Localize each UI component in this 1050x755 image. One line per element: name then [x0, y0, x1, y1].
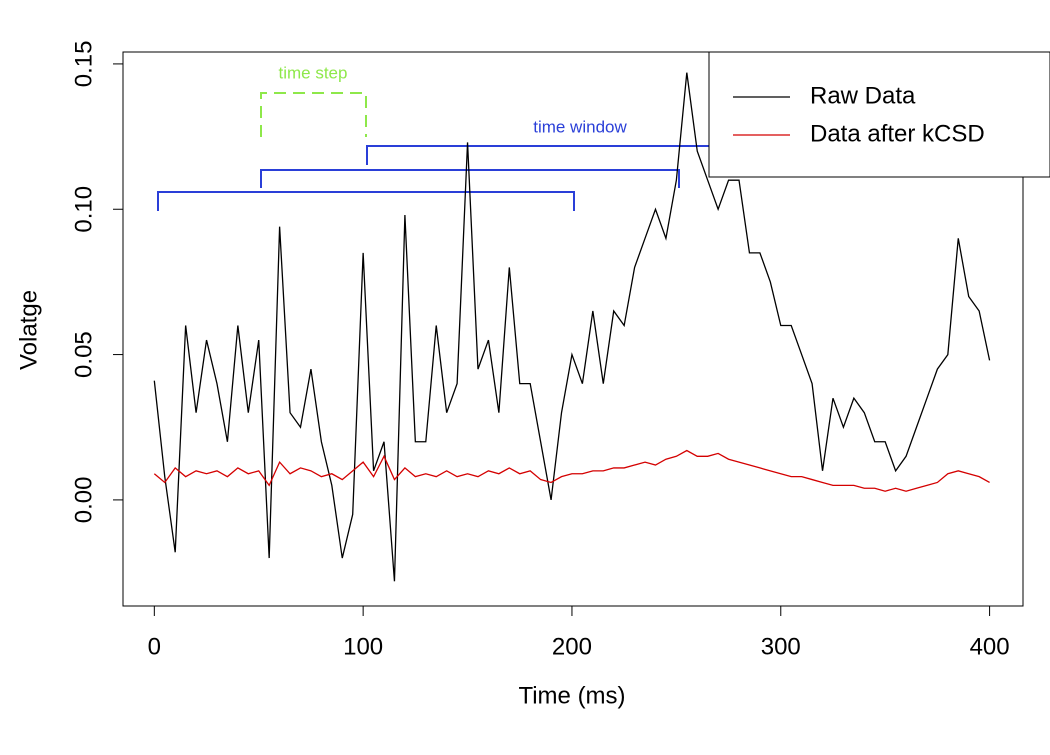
- x-tick-label: 0: [148, 633, 161, 660]
- time-step-bracket: [260, 92, 367, 137]
- x-tick-label: 300: [761, 633, 801, 660]
- series-line: [153, 72, 991, 582]
- legend-label: Data after kCSD: [810, 120, 985, 147]
- x-tick-label: 100: [343, 633, 383, 660]
- annotation: time window: [533, 117, 627, 136]
- y-axis-label: Volatge: [15, 290, 42, 370]
- x-axis-label: Time (ms): [518, 682, 625, 709]
- y-tick-label: 0.05: [70, 331, 97, 378]
- series-line: [153, 449, 990, 492]
- y-tick-label: 0.00: [70, 477, 97, 524]
- window-bracket: [157, 191, 575, 211]
- x-tick-label: 200: [552, 633, 592, 660]
- annotation: time step: [279, 63, 348, 82]
- y-tick-label: 0.15: [70, 41, 97, 88]
- window-bracket: [260, 169, 680, 188]
- legend: Raw Data Data after kCSD: [708, 51, 1050, 178]
- legend-box: [708, 51, 1050, 178]
- y-tick-label: 0.10: [70, 186, 97, 233]
- legend-label: Raw Data: [810, 82, 916, 109]
- x-tick-label: 400: [970, 633, 1010, 660]
